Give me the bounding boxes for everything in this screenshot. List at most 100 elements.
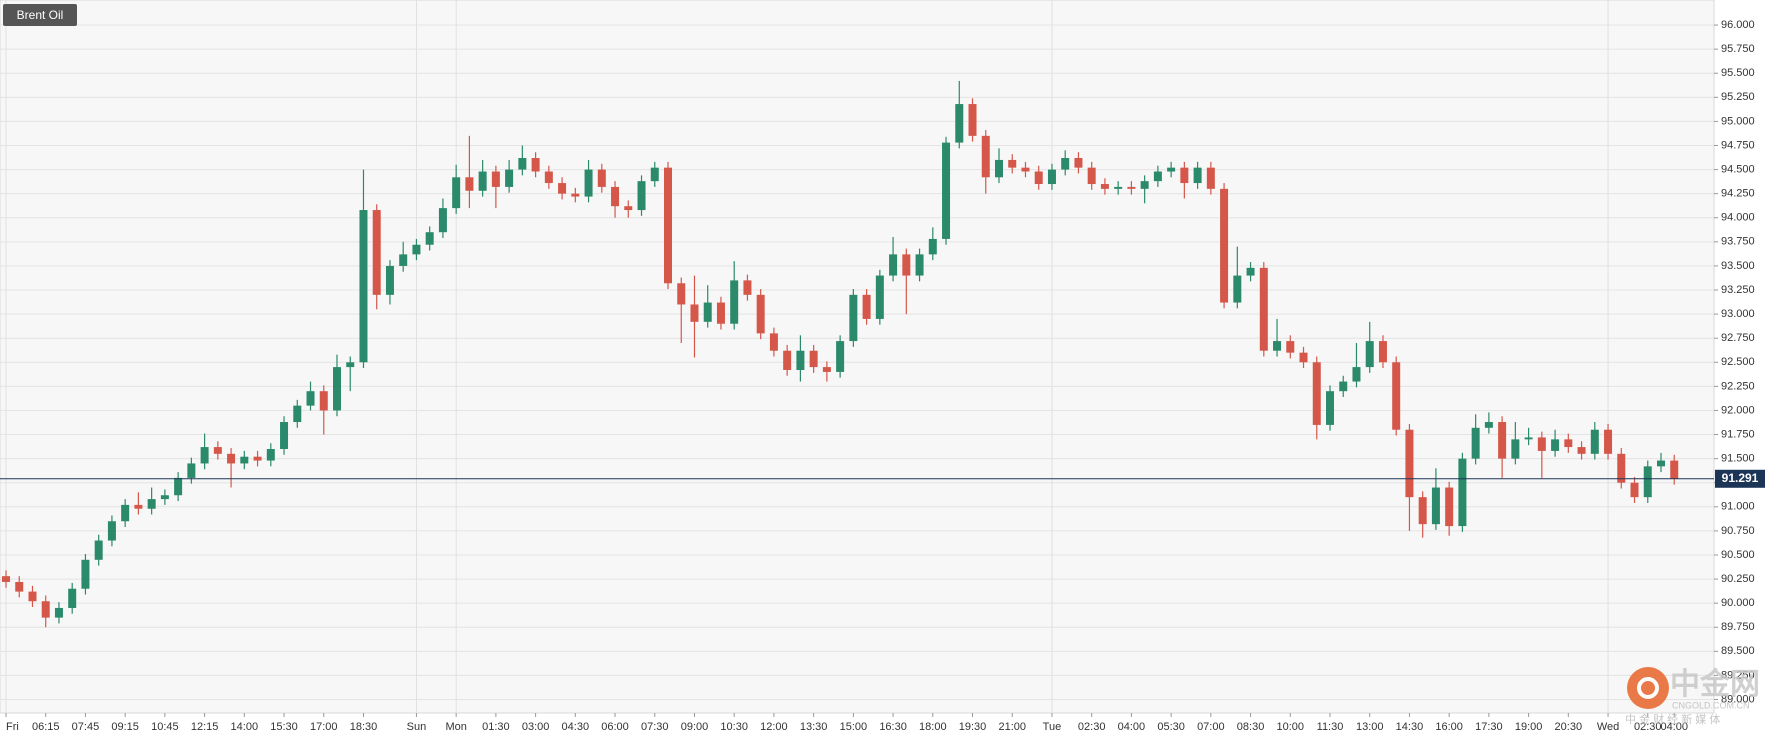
candle-body: [544, 171, 553, 184]
candle-body: [1153, 171, 1162, 182]
candle-body: [160, 495, 169, 500]
candle-body: [981, 135, 990, 178]
candle-body: [915, 254, 924, 276]
candle-body: [1431, 487, 1440, 525]
candle-body: [1471, 427, 1480, 459]
watermark-domain: CNGOLD.COM.CN: [1672, 700, 1750, 710]
y-tick-label: 90.000: [1721, 597, 1755, 609]
x-tick-label: 13:00: [1356, 721, 1384, 733]
candle-body: [1604, 429, 1613, 454]
candle-body: [240, 456, 249, 464]
candle-body: [1484, 422, 1493, 428]
x-tick-label: 08:30: [1237, 721, 1265, 733]
candle-body: [571, 193, 580, 197]
candle-body: [611, 186, 620, 207]
x-tick-label: Wed: [1597, 721, 1619, 733]
y-tick-label: 94.500: [1721, 163, 1755, 175]
x-tick-label: 20:30: [1555, 721, 1583, 733]
candle-body: [1326, 391, 1334, 425]
y-tick-label: 91.000: [1721, 501, 1755, 513]
candle-body: [187, 463, 196, 478]
x-tick-label: 03:00: [522, 721, 550, 733]
y-tick-label: 95.250: [1721, 91, 1755, 103]
candle-body: [346, 362, 355, 368]
candle-body: [822, 367, 831, 372]
x-tick-label: 14:00: [231, 721, 259, 733]
x-tick-label: 05:30: [1157, 721, 1185, 733]
x-tick-label: 09:00: [681, 721, 709, 733]
x-tick-label: 07:45: [72, 721, 100, 733]
y-tick-label: 91.750: [1721, 428, 1755, 440]
candle-body: [1445, 487, 1454, 527]
candle-body: [518, 158, 527, 170]
candle-body: [15, 581, 24, 592]
candle-body: [425, 232, 434, 245]
candle-body: [438, 208, 447, 233]
x-tick-label: 02:30: [1078, 721, 1106, 733]
y-tick-label: 92.000: [1721, 404, 1755, 416]
x-tick-label: 11:30: [1317, 721, 1344, 733]
candle-body: [1352, 367, 1361, 382]
y-tick-label: 92.500: [1721, 356, 1755, 368]
plot-area: [0, 0, 1715, 714]
y-tick-label: 89.000: [1721, 693, 1755, 705]
y-tick-label: 89.500: [1721, 645, 1755, 657]
candle-body: [1193, 167, 1202, 184]
candle-body: [1233, 275, 1242, 303]
candle-body: [293, 405, 302, 423]
candle-body: [1087, 167, 1096, 185]
y-tick-label: 96.000: [1721, 19, 1755, 31]
candle-body: [1114, 186, 1123, 189]
candle-body: [1299, 352, 1308, 363]
candle-body: [1643, 466, 1652, 498]
y-tick-label: 90.750: [1721, 525, 1755, 537]
candle-body: [505, 169, 514, 187]
candle-body: [1511, 439, 1520, 459]
candle-body: [928, 238, 937, 255]
candle-body: [624, 206, 633, 211]
candle-body: [412, 244, 421, 255]
candle-body: [147, 499, 156, 509]
candle-body: [942, 142, 951, 239]
candle-body: [1564, 439, 1573, 448]
candle-body: [677, 283, 686, 305]
candle-body: [1670, 460, 1679, 479]
candle-body: [1365, 341, 1374, 368]
candle-body: [333, 367, 341, 411]
candle-body: [68, 588, 77, 608]
watermark-logo: [1627, 667, 1669, 709]
x-tick-label: 12:15: [191, 721, 219, 733]
candle-body: [1524, 437, 1533, 440]
candle-body: [690, 304, 699, 322]
candle-body: [1206, 167, 1215, 189]
y-tick-label: 94.250: [1721, 188, 1755, 200]
y-tick-label: 89.250: [1721, 669, 1755, 681]
candle-body: [200, 447, 209, 464]
watermark-slogan: 中 金 财 经 新 媒 体: [1625, 712, 1720, 726]
candle-body: [558, 183, 567, 194]
candle-body: [1392, 362, 1401, 430]
candle-body: [1339, 381, 1348, 392]
candle-body: [664, 167, 672, 284]
candle-body: [121, 504, 130, 522]
candle-body: [730, 280, 739, 324]
last-price-label: 91.291: [1722, 471, 1759, 485]
y-tick-label: 95.500: [1721, 67, 1755, 79]
candle-body: [1630, 482, 1639, 498]
candle-body: [227, 453, 236, 464]
x-tick-label: 10:00: [1277, 721, 1305, 733]
candle-body: [743, 280, 752, 295]
title-badge: [3, 4, 77, 26]
x-tick-label: 17:00: [310, 721, 338, 733]
x-tick-label: 16:00: [1435, 721, 1463, 733]
x-tick-label: 06:00: [601, 721, 629, 733]
candle-body: [2, 576, 10, 582]
candle-body: [319, 391, 328, 411]
candle-body: [1590, 429, 1599, 454]
candle-body: [1127, 186, 1136, 189]
candle-body: [796, 350, 805, 370]
candle-body: [1167, 167, 1176, 172]
candle-body: [28, 591, 37, 602]
candle-body: [1220, 188, 1229, 303]
